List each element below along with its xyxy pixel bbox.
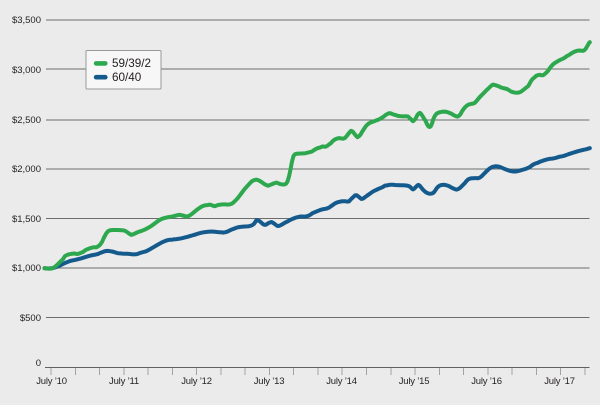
svg-text:59/39/2: 59/39/2: [112, 57, 151, 70]
svg-text:$2,500: $2,500: [12, 115, 41, 126]
svg-text:July ’16: July ’16: [471, 376, 502, 387]
svg-text:$1,500: $1,500: [12, 214, 41, 225]
svg-text:$1,000: $1,000: [12, 263, 41, 274]
svg-text:July ’12: July ’12: [181, 376, 212, 387]
svg-text:July ’10: July ’10: [36, 376, 67, 387]
svg-text:July ’15: July ’15: [399, 376, 430, 387]
svg-text:$3,500: $3,500: [12, 15, 41, 26]
svg-text:July ’17: July ’17: [544, 376, 575, 387]
svg-text:$500: $500: [20, 313, 41, 324]
svg-text:July ’14: July ’14: [326, 376, 357, 387]
svg-text:$3,000: $3,000: [12, 65, 41, 76]
svg-text:60/40: 60/40: [112, 71, 142, 84]
svg-text:0: 0: [36, 358, 41, 369]
svg-text:July ’13: July ’13: [254, 376, 285, 387]
svg-text:July ’11: July ’11: [109, 376, 139, 387]
svg-text:$2,000: $2,000: [12, 164, 41, 175]
